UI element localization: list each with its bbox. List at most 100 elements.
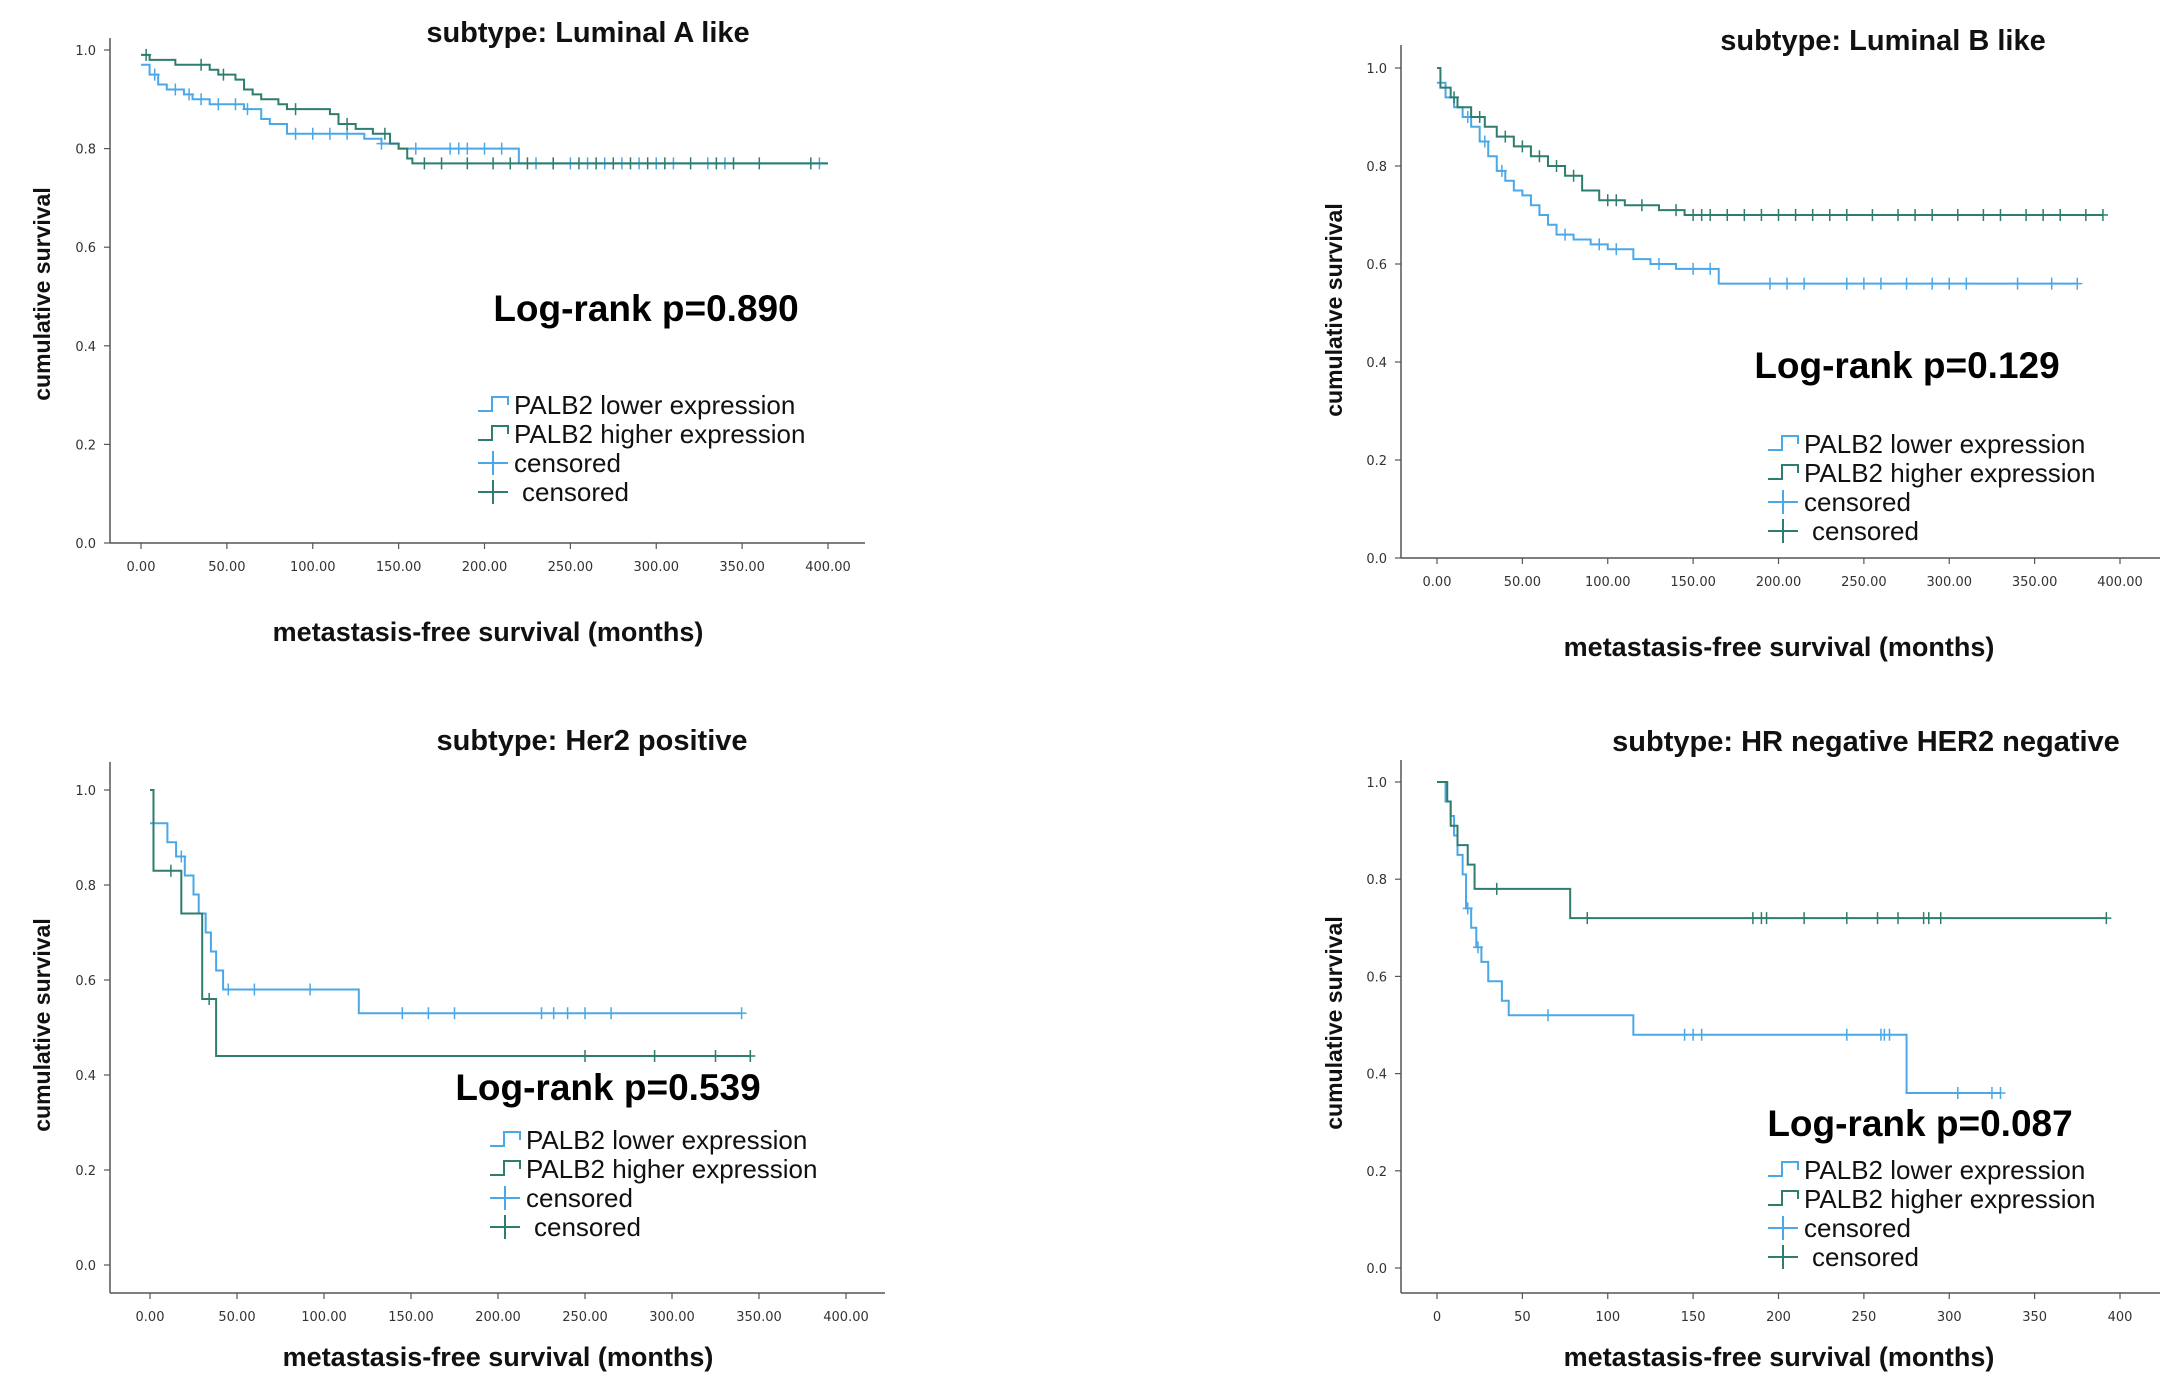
censor-mark-higher <box>659 157 670 170</box>
y-tick-label: 0.8 <box>75 879 96 894</box>
x-tick-label: 350 <box>2022 1310 2047 1325</box>
censor-mark-lower <box>1884 1028 1895 1041</box>
censor-mark-higher <box>1551 160 1562 172</box>
chart-title: subtype: HR negative HER2 negative <box>1612 726 2120 758</box>
censor-mark-lower <box>1560 228 1571 241</box>
y-tick-label: 0.8 <box>75 143 96 158</box>
censor-mark-higher <box>1582 912 1593 925</box>
censor-mark-higher <box>805 157 816 170</box>
censor-mark-higher <box>1449 91 1460 104</box>
plot-area: 0.00 50.00 100.00 150.00 200.00 250.00 300.00 3… <box>75 762 885 1325</box>
censor-mark-higher <box>290 103 301 116</box>
censor-mark-lower <box>1688 1028 1699 1041</box>
y-axis-title: cumulative survival <box>1321 203 1347 417</box>
x-tick-label: 250.00 <box>548 560 594 575</box>
y-tick-label: 1.0 <box>75 44 96 59</box>
y-tick-label: 0.6 <box>75 974 96 989</box>
censor-mark-higher <box>711 157 722 170</box>
censor-mark-higher <box>141 48 152 61</box>
censor-mark-higher <box>625 157 636 170</box>
chart-luminal-b: subtype: Luminal B like cumulative survi… <box>1321 25 2160 662</box>
log-rank-p-value: Log-rank p=0.087 <box>1767 1103 2072 1144</box>
censor-mark-lower <box>1462 902 1473 915</box>
censor-mark-lower <box>196 93 207 106</box>
x-tick-label: 350.00 <box>736 1310 782 1325</box>
x-tick-label: 400 <box>2108 1310 2133 1325</box>
censor-mark-lower <box>305 983 316 996</box>
legend-label: censored <box>522 477 629 507</box>
y-tick-label: 1.0 <box>1366 62 1387 77</box>
log-rank-p-value: Log-rank p=0.129 <box>1754 345 2059 386</box>
x-tick-label: 50.00 <box>1504 575 1541 590</box>
survival-curve-higher <box>1437 67 2103 216</box>
legend-line-symbol <box>1768 1190 1799 1206</box>
censor-mark-lower <box>1995 1087 2006 1100</box>
legend-censor-symbol <box>1768 1216 1798 1240</box>
censor-mark-higher <box>1722 209 1733 221</box>
censor-mark-lower <box>1705 262 1716 275</box>
censor-mark-higher <box>419 157 430 170</box>
chart-her2-positive: subtype: Her2 positive cumulative surviv… <box>29 725 885 1372</box>
y-tick-label: 0.2 <box>75 1164 96 1179</box>
censor-mark-lower <box>423 1007 434 1020</box>
censor-mark-lower <box>1901 277 1912 290</box>
censor-mark-higher <box>1790 209 1801 221</box>
x-tick-label: 50.00 <box>208 560 245 575</box>
censor-mark-higher <box>1927 209 1938 221</box>
survival-curve-higher <box>141 53 828 165</box>
x-tick-label: 150 <box>1681 1310 1706 1325</box>
plot-area: 0.00 50.00 100.00 150.00 200.00 250.00 300.00 3… <box>1366 45 2160 590</box>
censor-mark-higher <box>1671 204 1682 217</box>
censor-mark-higher <box>642 157 653 170</box>
censor-mark-higher <box>710 1050 721 1062</box>
censor-mark-higher <box>754 157 765 170</box>
censor-mark-lower <box>496 142 507 155</box>
censor-mark-lower <box>1479 135 1490 148</box>
y-tick-label: 0.8 <box>1366 873 1387 888</box>
censor-mark-lower <box>462 142 473 155</box>
censor-mark-higher <box>1705 209 1716 221</box>
x-tick-label: 50 <box>1514 1310 1531 1325</box>
censor-mark-higher <box>2101 912 2112 925</box>
censor-mark-lower <box>1858 277 1869 290</box>
y-tick-label: 0.4 <box>75 340 96 355</box>
censor-mark-higher <box>1893 912 1904 925</box>
censor-mark-lower <box>397 1007 408 1020</box>
censor-mark-higher <box>649 1050 660 1062</box>
censor-mark-lower <box>1986 1087 1997 1100</box>
censor-mark-higher <box>745 1050 756 1062</box>
plot-area: 0 50 100 150 200 250 300 350 400 0.0 0.2 0.4 0.6 0.8 1… <box>1366 760 2160 1325</box>
x-tick-label: 100 <box>1595 1310 1620 1325</box>
censor-mark-lower <box>606 1007 617 1020</box>
log-rank-p-value: Log-rank p=0.890 <box>493 288 798 329</box>
censor-mark-lower <box>449 1007 460 1020</box>
censor-mark-higher <box>1491 882 1502 895</box>
censor-mark-lower <box>479 142 490 155</box>
x-tick-label: 150.00 <box>376 560 422 575</box>
x-tick-label: 300 <box>1937 1310 1962 1325</box>
x-tick-label: 250.00 <box>562 1310 608 1325</box>
x-tick-label: 200 <box>1766 1310 1791 1325</box>
censor-mark-lower <box>176 850 187 863</box>
x-tick-label: 200.00 <box>475 1310 521 1325</box>
censor-mark-higher <box>1867 209 1878 221</box>
legend-censor-symbol <box>1768 490 1798 514</box>
legend-censor-symbol <box>1768 1245 1798 1269</box>
x-tick-label: 0 <box>1433 1310 1441 1325</box>
censor-mark-lower <box>1496 164 1507 177</box>
x-tick-label: 0.00 <box>136 1310 165 1325</box>
censor-mark-higher <box>1636 199 1647 212</box>
x-axis-title: metastasis-free survival (months) <box>1564 1342 1995 1372</box>
censor-mark-lower <box>1688 262 1699 275</box>
censor-mark-higher <box>218 68 229 81</box>
censor-mark-lower <box>242 103 253 116</box>
censor-mark-higher <box>2021 209 2032 221</box>
censor-mark-lower <box>736 1007 747 1020</box>
y-tick-label: 0.4 <box>1366 356 1387 371</box>
censor-mark-lower <box>1472 941 1483 954</box>
censor-mark-lower <box>170 83 181 96</box>
censor-mark-lower <box>1653 258 1664 270</box>
legend-line-symbol <box>490 1131 521 1147</box>
censor-mark-lower <box>307 127 318 140</box>
